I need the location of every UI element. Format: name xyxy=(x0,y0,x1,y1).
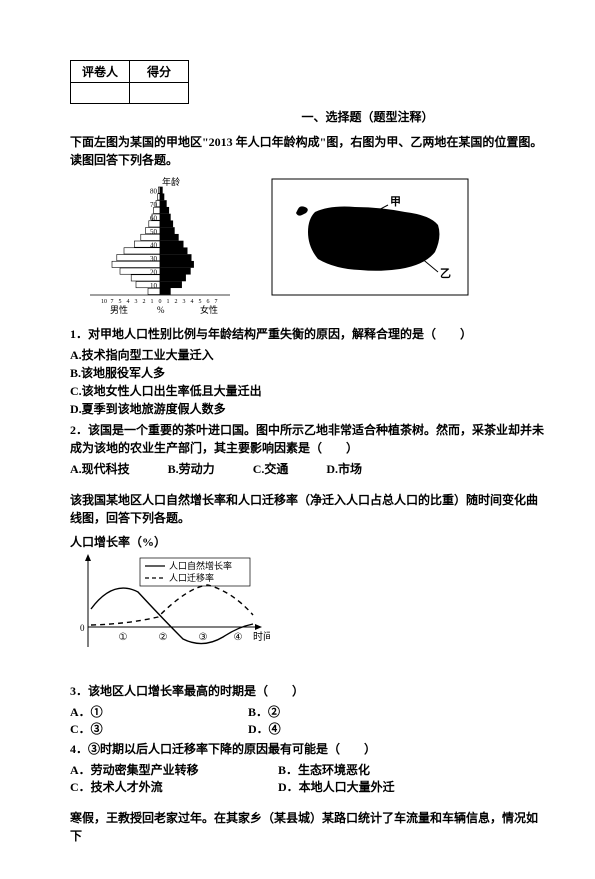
score-col2: 得分 xyxy=(130,61,189,83)
score-blank1 xyxy=(71,83,130,104)
q3-opt-b: B．② xyxy=(248,703,280,720)
svg-text:80: 80 xyxy=(150,187,158,195)
population-pyramid-chart: 年龄10203040506070801075432101234567男性%女性 xyxy=(70,177,250,317)
map-label-bottom: 乙 xyxy=(440,267,451,280)
q2-opt-c: C.交通 xyxy=(253,460,289,477)
svg-text:20: 20 xyxy=(150,268,158,276)
q1-opt-c: C.该地女性人口出生率低且大量迁出 xyxy=(70,382,545,400)
q4-opts-row2: C．技术人才外流 D．本地人口大量外迁 xyxy=(70,778,545,795)
svg-text:40: 40 xyxy=(150,241,158,249)
question-1: 1．对甲地人口性别比例与年龄结构严重失衡的原因，解释合理的是（ ） xyxy=(70,325,545,343)
q3-opt-d: D．④ xyxy=(248,720,281,737)
svg-text:女性: 女性 xyxy=(200,304,218,315)
score-table: 评卷人 得分 xyxy=(70,60,189,104)
q1-opt-d: D.夏季到该地旅游度假人数多 xyxy=(70,400,545,418)
svg-text:10: 10 xyxy=(150,282,158,290)
svg-text:4: 4 xyxy=(191,299,194,305)
score-col1: 评卷人 xyxy=(71,61,130,83)
growth-rate-chart: 0 人口自然增长率人口迁移率 ① ② ③ ④ 时间 xyxy=(70,552,270,667)
intro-1: 下面左图为某国的甲地区"2013 年人口年龄构成"图，右图为甲、乙两地在某国的位… xyxy=(70,133,545,169)
svg-text:2: 2 xyxy=(143,299,146,305)
q3-opt-c: C．③ xyxy=(70,720,210,737)
q4-opt-a: A．劳动密集型产业转移 xyxy=(70,761,240,778)
figure-row-1: 年龄10203040506070801075432101234567男性%女性 … xyxy=(70,177,545,317)
intro-3: 寒假，王教授回老家过年。在其家乡（某县城）某路口统计了车流量和车辆信息，情况如下 xyxy=(70,809,545,845)
map-label-top: 甲 xyxy=(390,195,401,208)
q4-opt-d: D．本地人口大量外迁 xyxy=(278,778,395,795)
svg-text:3: 3 xyxy=(135,299,138,305)
svg-text:人口迁移率: 人口迁移率 xyxy=(169,572,214,583)
q3-opt-a: A．① xyxy=(70,703,210,720)
q3-opts-row1: A．① B．② xyxy=(70,703,545,720)
svg-text:1: 1 xyxy=(167,299,170,305)
svg-text:30: 30 xyxy=(150,255,158,263)
svg-text:男性: 男性 xyxy=(110,304,128,315)
q2-opt-d: D.市场 xyxy=(326,460,362,477)
q1-opt-a: A.技术指向型工业大量迁入 xyxy=(70,346,545,364)
svg-text:人口自然增长率: 人口自然增长率 xyxy=(169,560,232,571)
svg-text:3: 3 xyxy=(183,299,186,305)
svg-text:年龄: 年龄 xyxy=(162,177,180,187)
q4-opt-c: C．技术人才外流 xyxy=(70,778,240,795)
svg-text:70: 70 xyxy=(150,201,158,209)
svg-text:①: ① xyxy=(119,632,128,643)
question-4: 4．③时期以后人口迁移率下降的原因最有可能是（ ） xyxy=(70,740,545,758)
svg-text:1: 1 xyxy=(151,299,154,305)
question-2: 2．该国是一个重要的茶叶进口国。图中所示乙地非常适合种植茶树。然而，采茶业却并未… xyxy=(70,421,545,457)
svg-text:50: 50 xyxy=(150,228,158,236)
q2-opt-a: A.现代科技 xyxy=(70,460,130,477)
q4-opts-row1: A．劳动密集型产业转移 B．生态环境恶化 xyxy=(70,761,545,778)
svg-text:10: 10 xyxy=(101,299,107,305)
usa-map: 甲 乙 xyxy=(270,177,470,297)
svg-text:0: 0 xyxy=(80,623,85,633)
svg-text:2: 2 xyxy=(175,299,178,305)
intro-2: 该我国某地区人口自然增长率和人口迁移率（净迁入人口占总人口的比重）随时间变化曲线… xyxy=(70,491,545,527)
q2-opts: A.现代科技 B.劳动力 C.交通 D.市场 xyxy=(70,460,545,477)
svg-text:④: ④ xyxy=(234,632,243,643)
svg-text:时间: 时间 xyxy=(253,630,270,643)
q4-opt-b: B．生态环境恶化 xyxy=(278,761,370,778)
growth-chart-title: 人口增长率（%） xyxy=(70,533,545,550)
q2-opt-b: B.劳动力 xyxy=(168,460,215,477)
svg-text:60: 60 xyxy=(150,214,158,222)
section-title: 一、选择题（题型注释） xyxy=(190,108,545,125)
svg-text:②: ② xyxy=(159,632,168,643)
svg-text:③: ③ xyxy=(199,632,208,643)
score-blank2 xyxy=(130,83,189,104)
question-3: 3．该地区人口增长率最高的时期是（ ） xyxy=(70,682,545,700)
q1-opt-b: B.该地服役军人多 xyxy=(70,364,545,382)
q3-opts-row2: C．③ D．④ xyxy=(70,720,545,737)
svg-text:%: % xyxy=(157,305,165,315)
